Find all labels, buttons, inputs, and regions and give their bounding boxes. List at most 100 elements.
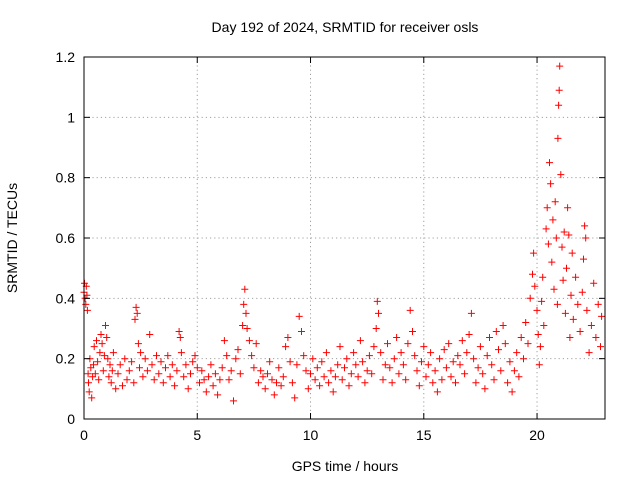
data-point	[506, 358, 514, 366]
data-point	[309, 355, 317, 363]
data-point	[363, 367, 371, 375]
data-point	[449, 358, 457, 366]
data-point	[85, 379, 92, 387]
data-point	[84, 370, 92, 378]
data-point	[458, 337, 466, 345]
data-point	[116, 361, 124, 369]
y-tick-label: 0.8	[56, 170, 76, 186]
data-point	[236, 370, 244, 378]
data-point	[318, 358, 326, 366]
data-point	[99, 367, 107, 375]
data-point	[107, 379, 115, 387]
data-point	[196, 379, 203, 387]
data-point	[331, 373, 339, 381]
data-point	[159, 379, 167, 387]
data-point	[261, 385, 269, 393]
data-point	[304, 385, 312, 393]
y-tick-label: 1	[67, 109, 75, 125]
data-point	[175, 328, 183, 335]
data-point	[592, 334, 600, 341]
y-tick-label: 0	[67, 411, 75, 427]
data-point	[270, 391, 278, 399]
data-point	[180, 373, 188, 381]
data-point	[499, 322, 507, 329]
data-point	[320, 373, 328, 381]
data-point	[535, 361, 543, 369]
data-point	[325, 379, 333, 387]
data-point	[350, 349, 358, 357]
x-tick-label: 20	[529, 427, 545, 443]
data-point	[166, 373, 174, 381]
data-point	[277, 382, 285, 390]
data-point	[418, 358, 425, 366]
data-point	[93, 337, 100, 345]
data-point	[182, 361, 190, 369]
data-point	[257, 367, 265, 375]
data-point	[411, 352, 419, 360]
data-point	[104, 355, 112, 363]
x-tick-label: 5	[193, 427, 201, 443]
data-point	[187, 370, 194, 378]
data-point	[191, 352, 199, 360]
data-point	[574, 300, 582, 308]
data-point	[524, 340, 532, 348]
data-point	[227, 367, 235, 375]
data-point	[427, 349, 435, 357]
data-point	[539, 273, 547, 281]
data-point	[565, 231, 573, 239]
data-point	[211, 370, 219, 378]
data-point	[82, 300, 90, 308]
data-point	[284, 334, 292, 341]
data-point	[302, 367, 310, 375]
data-point	[157, 358, 165, 366]
data-point	[536, 343, 544, 351]
data-point	[526, 294, 534, 302]
data-point	[429, 379, 437, 387]
chart-title: Day 192 of 2024, SRMTID for receiver osl…	[212, 19, 479, 35]
data-point	[510, 367, 518, 375]
data-point	[438, 376, 446, 384]
data-point	[393, 334, 401, 341]
data-point	[223, 352, 231, 360]
data-point	[549, 216, 557, 224]
data-point	[490, 376, 498, 384]
x-tick-label: 0	[80, 427, 88, 443]
data-point	[479, 370, 487, 378]
data-point	[550, 285, 558, 293]
data-point	[209, 382, 217, 390]
data-point	[232, 355, 240, 363]
data-point	[345, 382, 353, 390]
data-point	[125, 367, 133, 375]
data-point	[402, 376, 410, 384]
data-point	[370, 343, 378, 351]
data-point	[243, 325, 251, 332]
data-point	[359, 358, 367, 366]
data-point	[515, 373, 523, 381]
data-point	[517, 334, 525, 341]
data-point	[91, 370, 99, 378]
data-point	[352, 361, 360, 369]
data-point	[250, 364, 258, 372]
data-point	[286, 358, 294, 366]
data-point	[230, 397, 237, 405]
data-point	[234, 346, 242, 354]
data-point	[542, 225, 550, 233]
data-point	[123, 376, 131, 384]
data-point	[483, 352, 491, 360]
data-point	[456, 361, 464, 369]
data-point	[329, 388, 337, 396]
data-point	[266, 358, 274, 366]
data-point	[530, 249, 538, 257]
data-point	[245, 337, 253, 345]
data-point	[252, 340, 260, 348]
data-point	[566, 334, 574, 341]
data-point	[239, 322, 247, 329]
data-point	[555, 86, 563, 94]
data-point	[569, 315, 577, 323]
data-point	[395, 370, 403, 378]
data-point	[501, 340, 509, 348]
data-point	[386, 364, 394, 372]
data-point	[139, 373, 147, 381]
x-tick-label: 10	[303, 427, 319, 443]
